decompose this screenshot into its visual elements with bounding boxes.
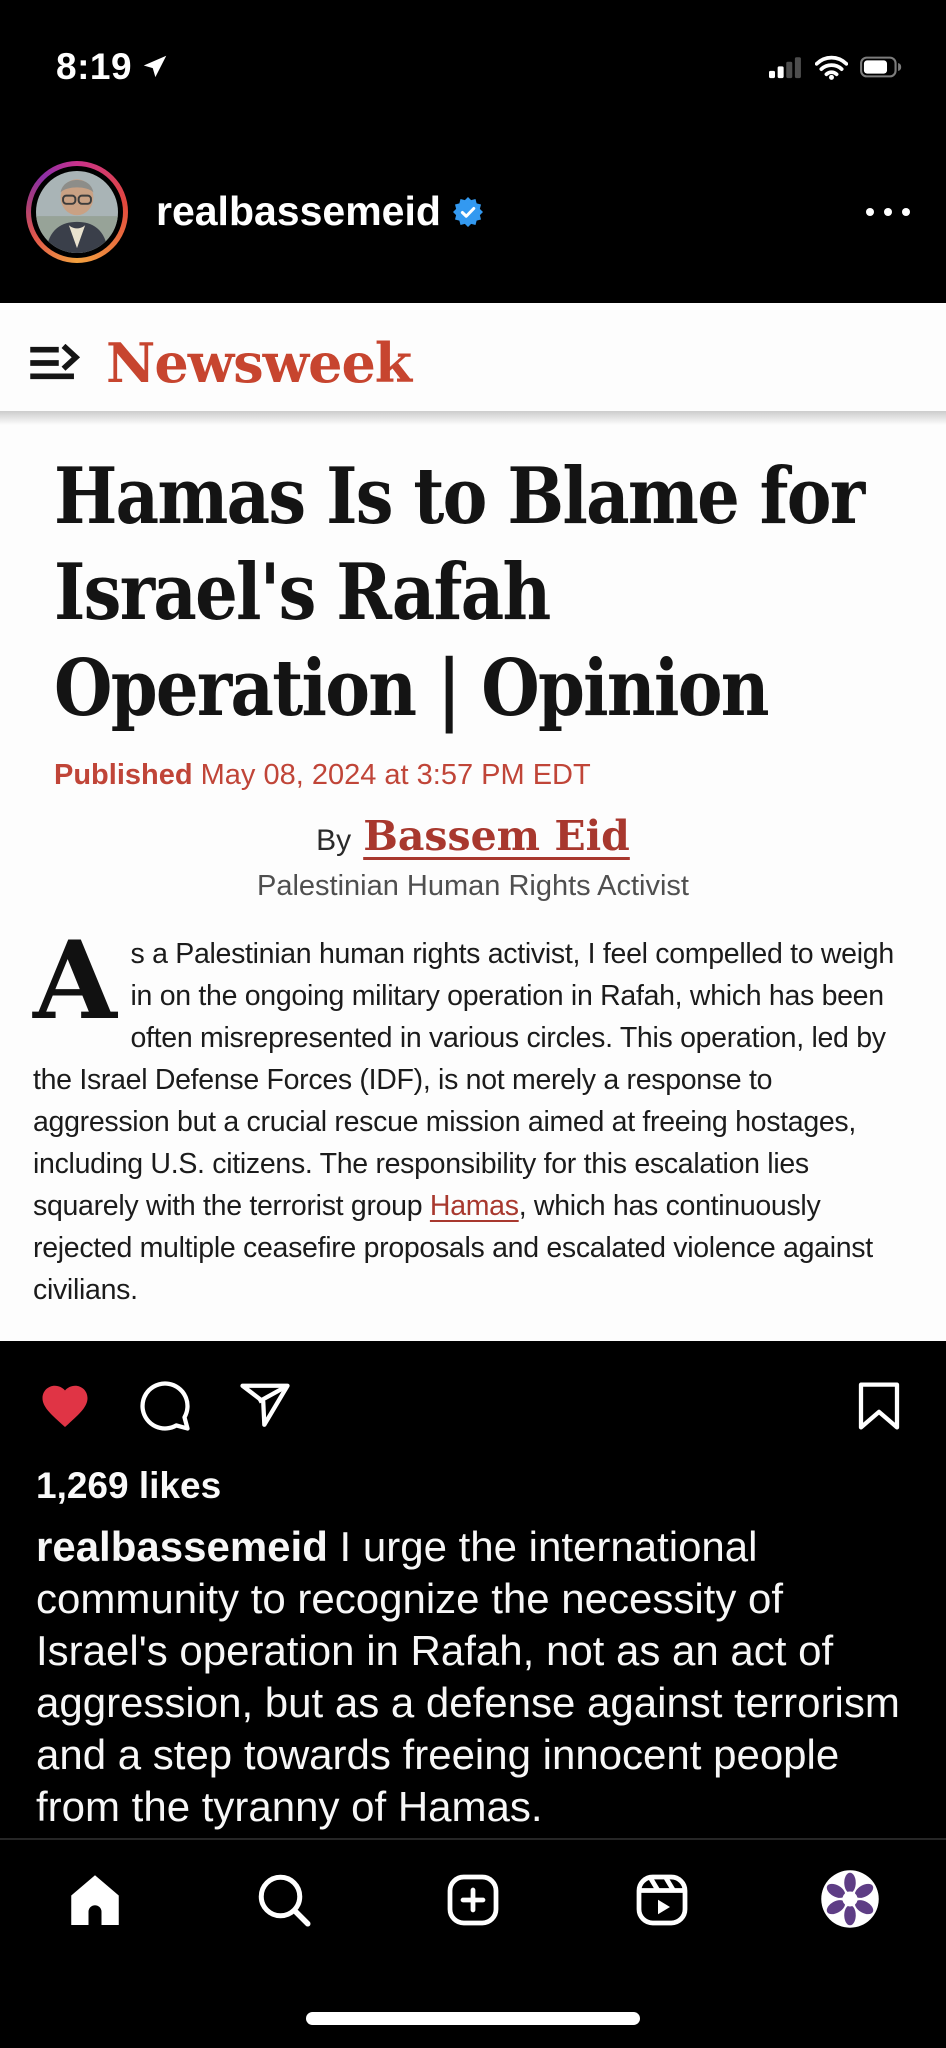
caption: realbassemeid I urge the international c… [36, 1521, 910, 1833]
story-ring[interactable] [26, 160, 128, 263]
post-media-article[interactable]: Newsweek Hamas Is to Blame for Israel's … [0, 303, 946, 1341]
location-arrow-icon [143, 55, 167, 78]
menu-icon[interactable] [28, 344, 80, 382]
byline: By Bassem Eid [0, 812, 946, 860]
newsweek-header-bar: Newsweek [0, 303, 946, 411]
caption-text: I urge the international community to re… [36, 1523, 900, 1830]
bottom-navigation [0, 1838, 946, 1960]
newsweek-logo[interactable]: Newsweek [106, 331, 412, 395]
byline-prefix: By [316, 824, 352, 857]
clock-time: 8:19 [56, 46, 133, 87]
headline-line-2: Israel's Rafah [54, 547, 551, 638]
article-headline: Hamas Is to Blame for Israel's Rafah Ope… [54, 449, 894, 737]
published-label: Published [54, 759, 193, 791]
battery-icon [860, 56, 902, 78]
share-icon[interactable] [238, 1379, 292, 1433]
published-date: May 08, 2024 at 3:57 PM EDT [192, 759, 591, 791]
nav-home[interactable] [0, 1870, 189, 1930]
save-bookmark-icon[interactable] [852, 1379, 906, 1433]
search-icon [258, 1874, 311, 1927]
post-header: realbassemeid [0, 120, 946, 303]
cellular-signal-icon [769, 57, 801, 79]
nav-profile[interactable] [757, 1869, 946, 1931]
home-icon [70, 1875, 119, 1925]
like-heart-icon[interactable] [38, 1379, 92, 1433]
username[interactable]: realbassemeid [156, 188, 441, 234]
avatar[interactable] [36, 170, 118, 253]
wifi-icon [815, 55, 848, 80]
status-bar: 8:19 [0, 0, 946, 120]
dropcap: A [33, 918, 117, 1044]
caption-username[interactable]: realbassemeid [36, 1523, 328, 1570]
headline-line-1: Hamas Is to Blame for [54, 451, 865, 542]
body-text-post: , which has continuously rejected multip… [33, 1190, 873, 1306]
header-shadow-divider [0, 411, 946, 425]
author-role: Palestinian Human Rights Activist [257, 870, 689, 902]
published-timestamp: Published May 08, 2024 at 3:57 PM EDT [54, 759, 894, 792]
author-link[interactable]: Bassem Eid [363, 812, 630, 860]
action-bar [0, 1341, 946, 1433]
nav-create[interactable] [378, 1870, 567, 1930]
profile-avatar [820, 1869, 882, 1931]
create-post-icon [447, 1874, 499, 1926]
nav-search[interactable] [189, 1870, 378, 1930]
hamas-link[interactable]: Hamas [429, 1190, 519, 1222]
more-options-button[interactable] [864, 197, 912, 227]
home-indicator[interactable] [306, 2012, 640, 2025]
likes-count[interactable]: 1,269 likes [36, 1465, 222, 1506]
ellipsis-icon [866, 207, 910, 216]
body-text-pre: s a Palestinian human rights activist, I… [33, 938, 894, 1222]
reels-icon [636, 1874, 688, 1926]
headline-line-3: Operation | Opinion [54, 643, 770, 734]
comment-icon[interactable] [138, 1379, 192, 1433]
nav-reels[interactable] [568, 1870, 757, 1930]
verified-badge-icon [452, 196, 483, 227]
